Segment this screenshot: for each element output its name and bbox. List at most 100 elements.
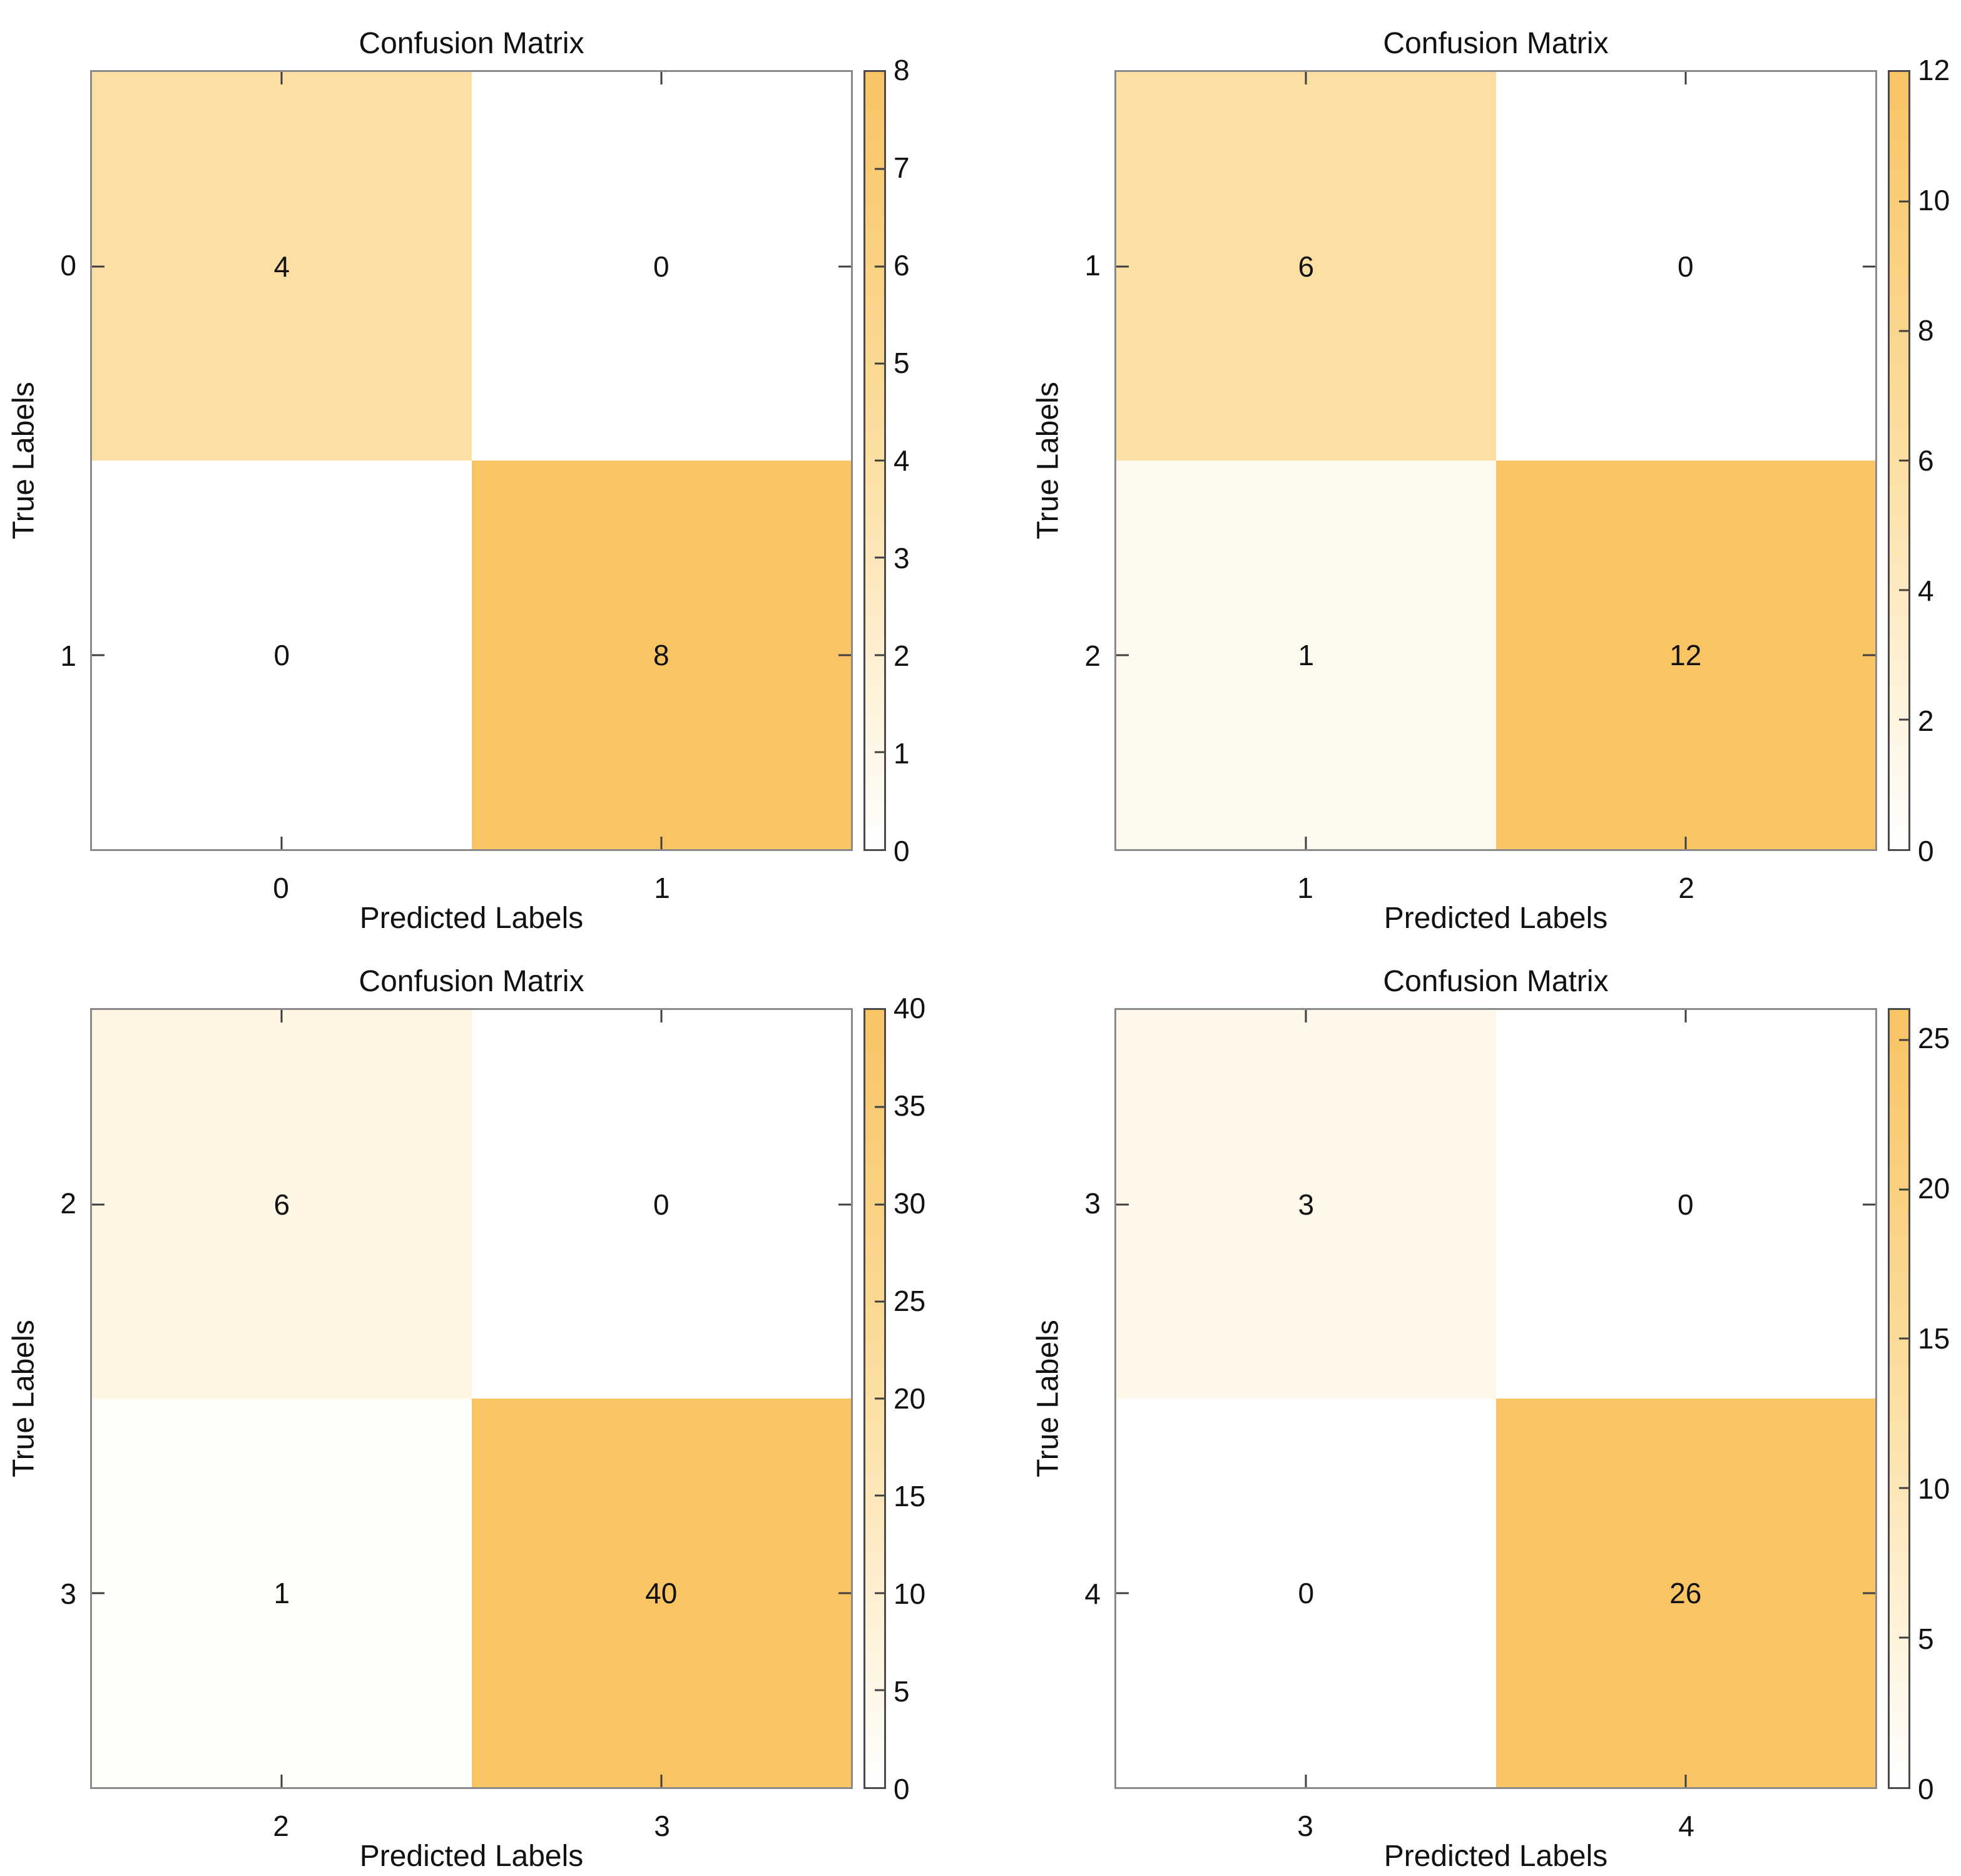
colorbar-tick-label: 7 — [894, 151, 910, 184]
colorbar-tick-label: 0 — [894, 835, 910, 867]
colorbar-tick-label: 5 — [1918, 1623, 1934, 1655]
heatmap-cell: 6 — [92, 1010, 472, 1399]
axis-tick — [660, 1775, 663, 1787]
colorbar-tick — [1899, 1337, 1908, 1340]
heatmap-cell: 12 — [1495, 461, 1875, 849]
x-axis-label: Predicted Labels — [1383, 902, 1608, 935]
x-tick-label: 1 — [654, 872, 670, 904]
colorbar-tick-label: 4 — [894, 444, 910, 477]
heatmap-axes: 4 0 0 8 — [90, 70, 853, 851]
heatmap-cell: 0 — [92, 461, 472, 849]
heatmap-cell: 0 — [471, 72, 851, 461]
confusion-matrix-plot-1: Confusion Matrix True Labels 0 1 4 0 0 8… — [0, 0, 980, 938]
x-axis-label: Predicted Labels — [359, 902, 584, 935]
colorbar-tick — [1899, 718, 1908, 721]
y-tick-label: 4 — [1084, 1578, 1101, 1610]
axis-tick — [92, 265, 104, 267]
colorbar-tick — [875, 459, 884, 462]
x-axis-label: Predicted Labels — [1383, 1840, 1608, 1873]
heatmap-cell: 1 — [92, 1399, 472, 1787]
colorbar-tick-label: 20 — [894, 1382, 926, 1415]
confusion-matrix-plot-3: Confusion Matrix True Labels 2 3 6 0 1 4… — [0, 938, 980, 1876]
colorbar — [1888, 70, 1910, 851]
y-tick-label: 2 — [60, 1187, 76, 1220]
cell-value: 8 — [653, 638, 670, 671]
heatmap-cell: 0 — [1116, 1399, 1496, 1787]
axis-tick — [838, 1203, 851, 1205]
colorbar-tick — [875, 1106, 884, 1108]
colorbar-tick-label: 5 — [894, 1675, 910, 1708]
colorbar-tick-label: 25 — [894, 1285, 926, 1317]
colorbar-tick — [875, 1689, 884, 1691]
axis-tick — [1305, 837, 1307, 849]
axis-tick — [1863, 265, 1875, 267]
colorbar-tick — [1899, 1636, 1908, 1639]
x-tick-label: 3 — [654, 1810, 670, 1842]
x-tick-label: 2 — [273, 1810, 289, 1842]
colorbar-tick-label: 2 — [894, 640, 910, 672]
heatmap-cell: 40 — [471, 1399, 851, 1787]
colorbar-tick — [875, 1203, 884, 1205]
colorbar-tick — [1899, 459, 1908, 462]
axis-tick — [1116, 265, 1129, 267]
colorbar-tick-label: 25 — [1918, 1022, 1950, 1054]
cell-value: 26 — [1669, 1576, 1702, 1609]
y-tick-label: 2 — [1084, 640, 1101, 672]
confusion-matrix-plot-2: Confusion Matrix True Labels 1 2 6 0 1 1… — [980, 0, 1961, 938]
colorbar-labels: 0 5 10 15 20 25 30 35 40 — [894, 992, 969, 1805]
heatmap-cell: 0 — [1495, 1010, 1875, 1399]
axis-tick — [838, 654, 851, 656]
heatmap-cell: 6 — [1116, 72, 1496, 461]
colorbar-tick — [1899, 1188, 1908, 1191]
colorbar-tick-label: 20 — [1918, 1172, 1950, 1205]
colorbar-tick-label: 10 — [1918, 184, 1950, 217]
axis-tick — [1684, 72, 1687, 84]
colorbar-tick-label: 0 — [894, 1773, 910, 1805]
axis-tick — [92, 1203, 104, 1205]
colorbar-tick — [1899, 589, 1908, 591]
colorbar — [1888, 1008, 1910, 1789]
colorbar-tick — [1899, 1487, 1908, 1489]
colorbar-tick-label: 6 — [894, 249, 910, 282]
colorbar-tick-label: 12 — [1918, 54, 1950, 86]
plot-title: Confusion Matrix — [359, 27, 584, 60]
axis-tick — [280, 1775, 283, 1787]
axis-tick — [280, 72, 283, 84]
y-tick-label: 3 — [60, 1578, 76, 1610]
axis-tick — [660, 72, 663, 84]
cell-value: 0 — [273, 638, 290, 671]
heatmap-axes: 3 0 0 26 — [1114, 1008, 1877, 1789]
heatmap-cell: 3 — [1116, 1010, 1496, 1399]
plot-title: Confusion Matrix — [1383, 965, 1609, 998]
colorbar-labels: 0 1 2 3 4 5 6 7 8 — [894, 54, 969, 867]
x-tick-label: 0 — [273, 872, 289, 904]
axis-tick — [92, 654, 104, 656]
colorbar-tick-label: 15 — [894, 1480, 926, 1512]
colorbar-tick — [875, 168, 884, 170]
axis-tick — [280, 1010, 283, 1022]
axis-tick — [1684, 837, 1687, 849]
axis-tick — [1684, 1010, 1687, 1022]
y-axis-label: True Labels — [1031, 1320, 1065, 1477]
plot-title: Confusion Matrix — [359, 965, 584, 998]
cell-value: 4 — [273, 250, 290, 283]
heatmap-axes: 6 0 1 40 — [90, 1008, 853, 1789]
colorbar-tick-label: 0 — [1918, 1773, 1934, 1805]
cell-value: 1 — [273, 1576, 290, 1609]
heatmap-cell: 8 — [471, 461, 851, 849]
cell-value: 6 — [1298, 250, 1315, 283]
cell-value: 0 — [653, 1188, 670, 1221]
cell-value: 40 — [645, 1576, 678, 1609]
colorbar-tick-label: 30 — [894, 1187, 926, 1220]
colorbar — [863, 1008, 886, 1789]
axis-tick — [660, 1010, 663, 1022]
y-tick-label: 1 — [1084, 249, 1101, 282]
colorbar-tick-label: 6 — [1918, 444, 1934, 477]
colorbar-labels: 0 2 4 6 8 10 12 — [1918, 54, 1961, 867]
axis-tick — [1863, 654, 1875, 656]
axis-tick — [838, 1592, 851, 1594]
axis-tick — [92, 1592, 104, 1594]
heatmap-cell: 1 — [1116, 461, 1496, 849]
heatmap-axes: 6 0 1 12 — [1114, 70, 1877, 851]
